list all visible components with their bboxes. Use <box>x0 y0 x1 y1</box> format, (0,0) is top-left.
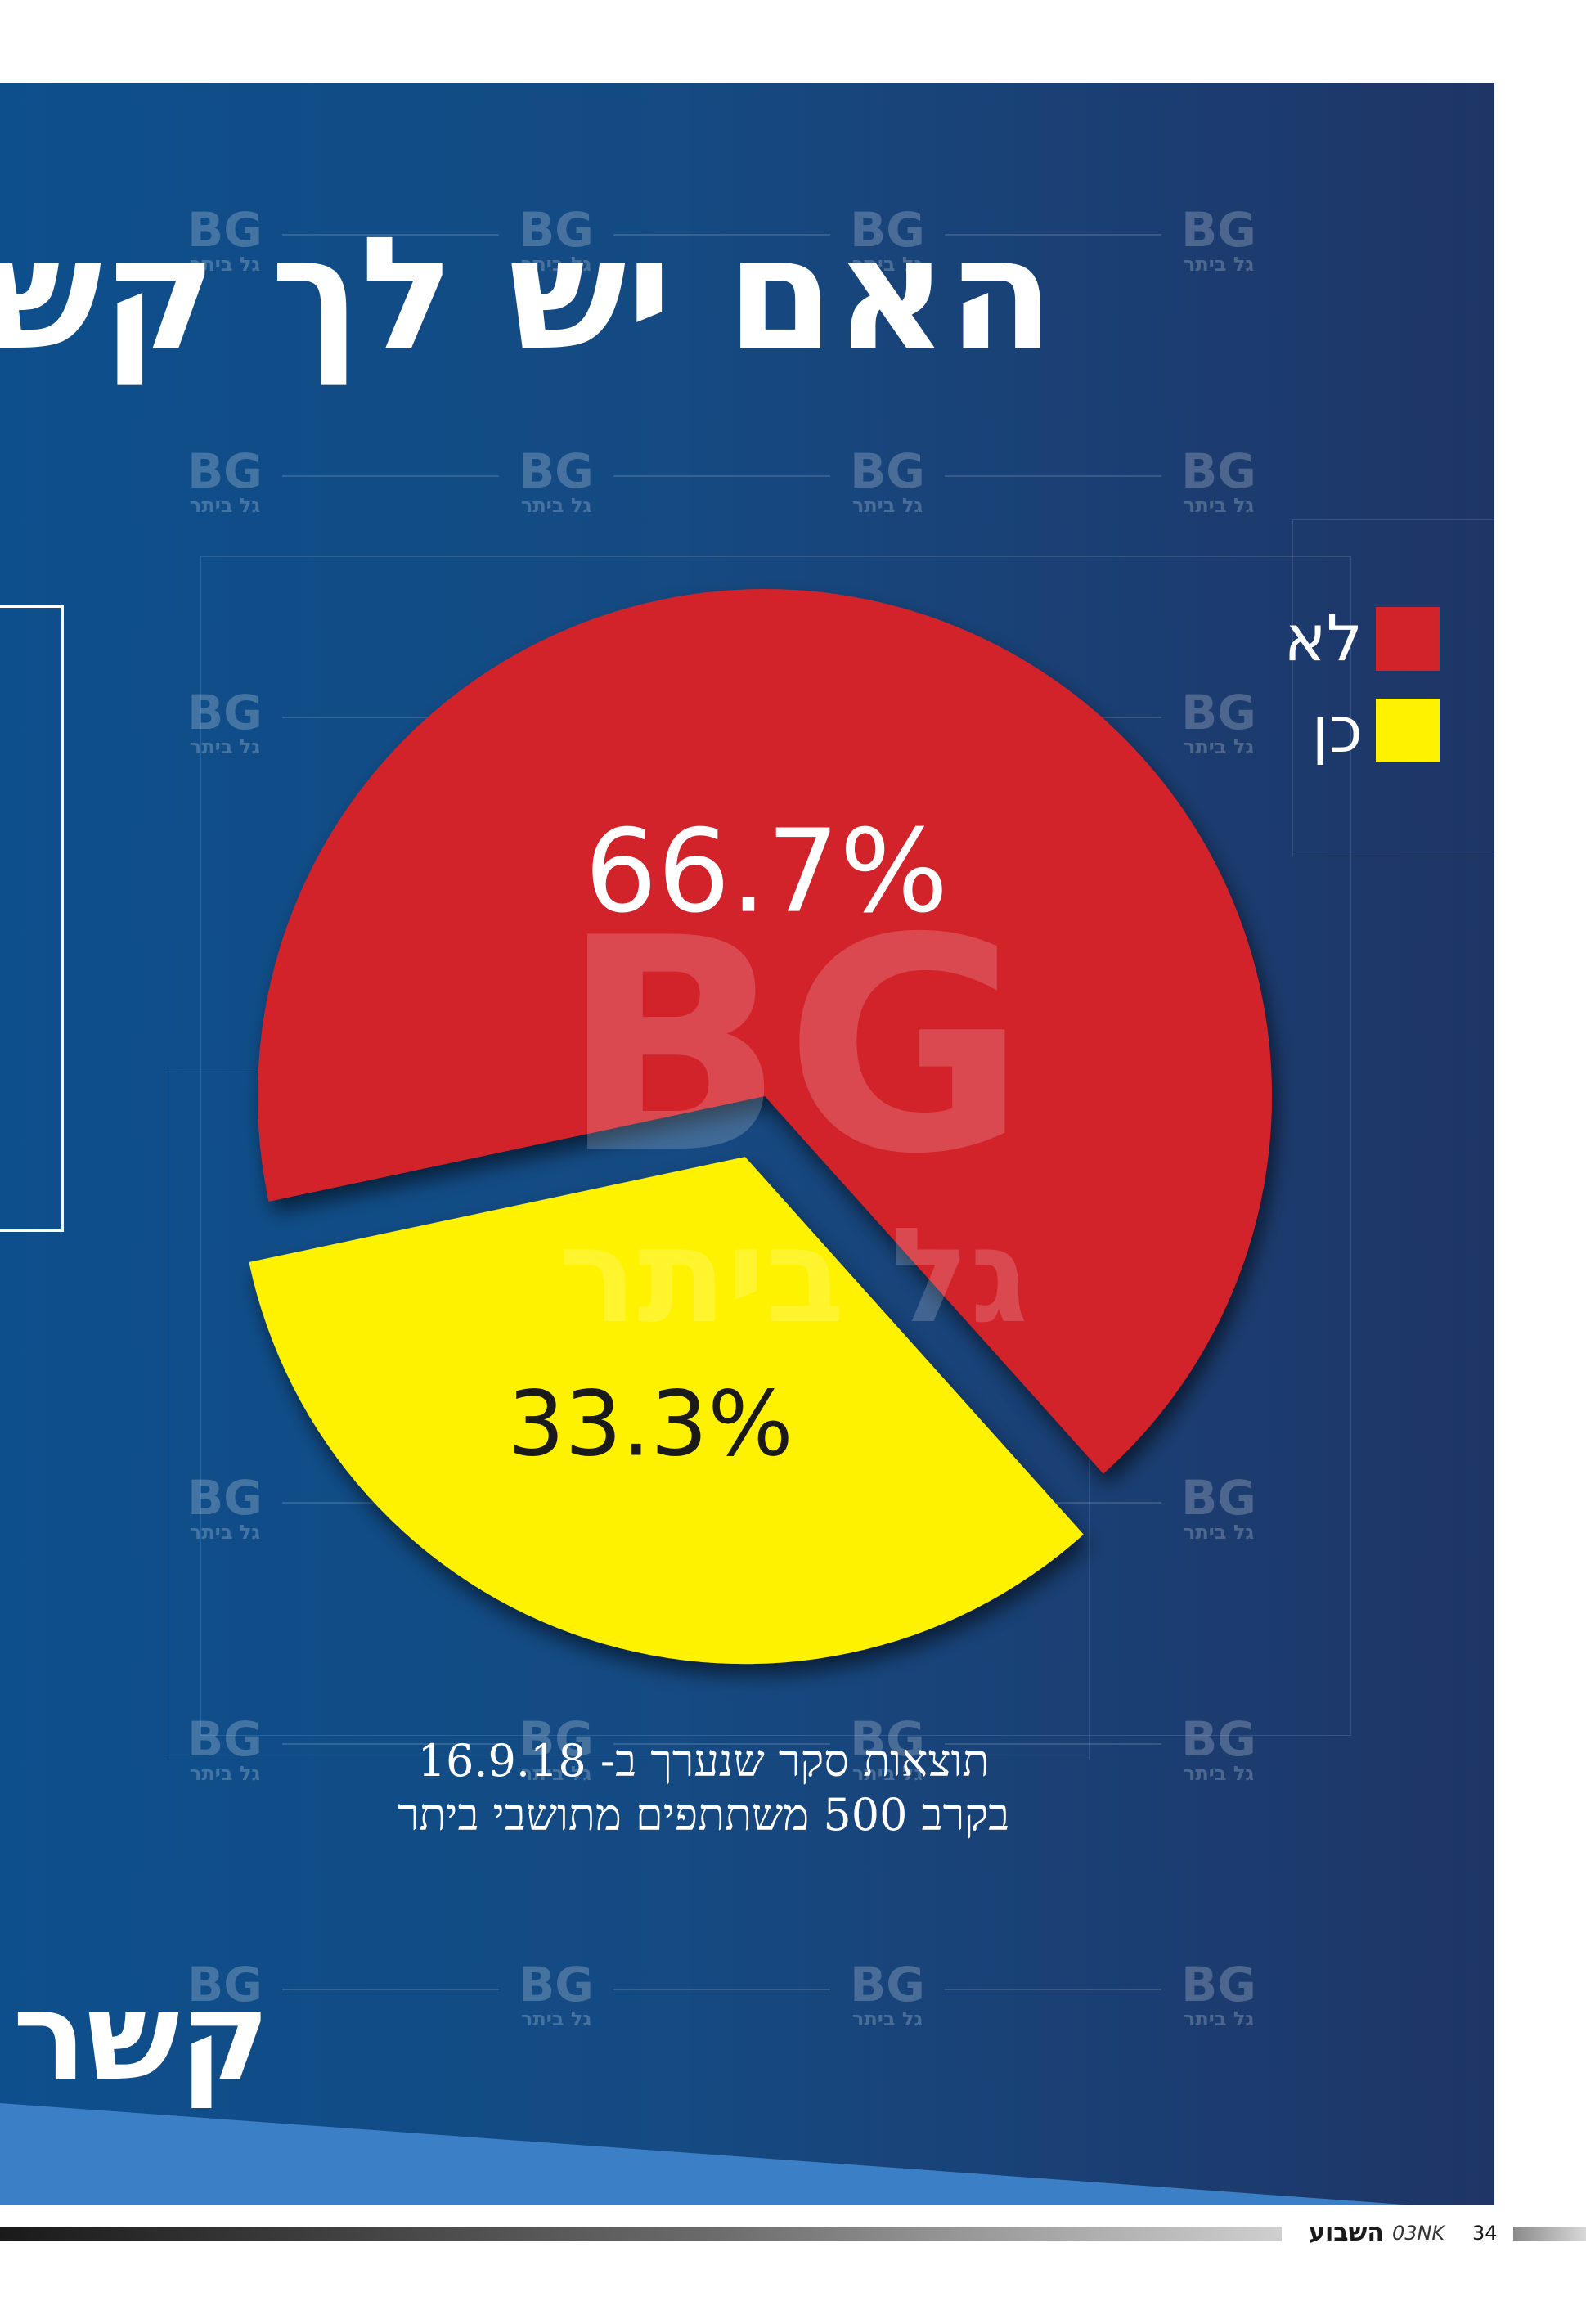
legend-swatch-yes <box>1376 699 1440 762</box>
footer-brand: השבוע 03NK <box>1309 2215 1444 2251</box>
watermark-line <box>945 475 1161 477</box>
pie-labels: 66.7% 33.3% <box>507 806 948 1477</box>
watermark-line <box>945 1743 1161 1745</box>
watermark-line <box>945 234 1161 236</box>
footer-bar <box>0 2227 1282 2241</box>
footer-bar-right <box>1513 2227 1586 2241</box>
page-number: 34 <box>1472 2222 1498 2245</box>
watermark-line <box>282 234 499 236</box>
caption-line-1: תוצאות סקר שנערך ב- 16.9.18 <box>417 1735 990 1787</box>
pie-slices <box>249 588 1273 1665</box>
legend-label-no: לא <box>1283 602 1363 676</box>
legend: לא כן <box>1251 593 1440 776</box>
side-box-outline <box>0 605 64 1232</box>
watermark-line <box>613 234 830 236</box>
watermark-line <box>613 1989 830 1990</box>
watermark-line <box>945 1989 1161 1990</box>
legend-swatch-no <box>1376 607 1440 671</box>
subheadline-text: קשר <box>12 1966 270 2108</box>
headline-text: האם יש לך קש <box>0 204 1054 384</box>
pie-value-label-no: 66.7% <box>585 806 949 939</box>
watermark-line <box>282 717 499 718</box>
watermark-line <box>613 1743 830 1745</box>
headline: האם יש לך קש <box>0 196 1586 393</box>
watermark-line <box>282 1989 499 1990</box>
pie-slice-no <box>258 588 1273 1474</box>
legend-frame <box>1292 519 1498 856</box>
subheadline: קשר <box>0 1955 278 2119</box>
survey-caption: תוצאות סקר שנערך ב- 16.9.18 בקרב 500 משת… <box>294 1734 1112 1842</box>
legend-item-no: לא <box>1251 593 1440 685</box>
watermark-line <box>282 1743 499 1745</box>
pie-slice-yes <box>249 1157 1084 1665</box>
pie-value-label-yes: 33.3% <box>507 1372 793 1477</box>
publication-name: השבוע <box>1309 2218 1384 2247</box>
publication-sub: 03NK <box>1391 2222 1445 2245</box>
chart-frame <box>200 556 1351 1736</box>
legend-label-yes: כן <box>1311 694 1364 767</box>
watermark-line <box>282 475 499 477</box>
watermark-line <box>613 475 830 477</box>
caption-line-2: בקרב 500 משתתפים מתושבי ביתר <box>397 1789 1010 1841</box>
legend-item-yes: כן <box>1251 685 1440 776</box>
